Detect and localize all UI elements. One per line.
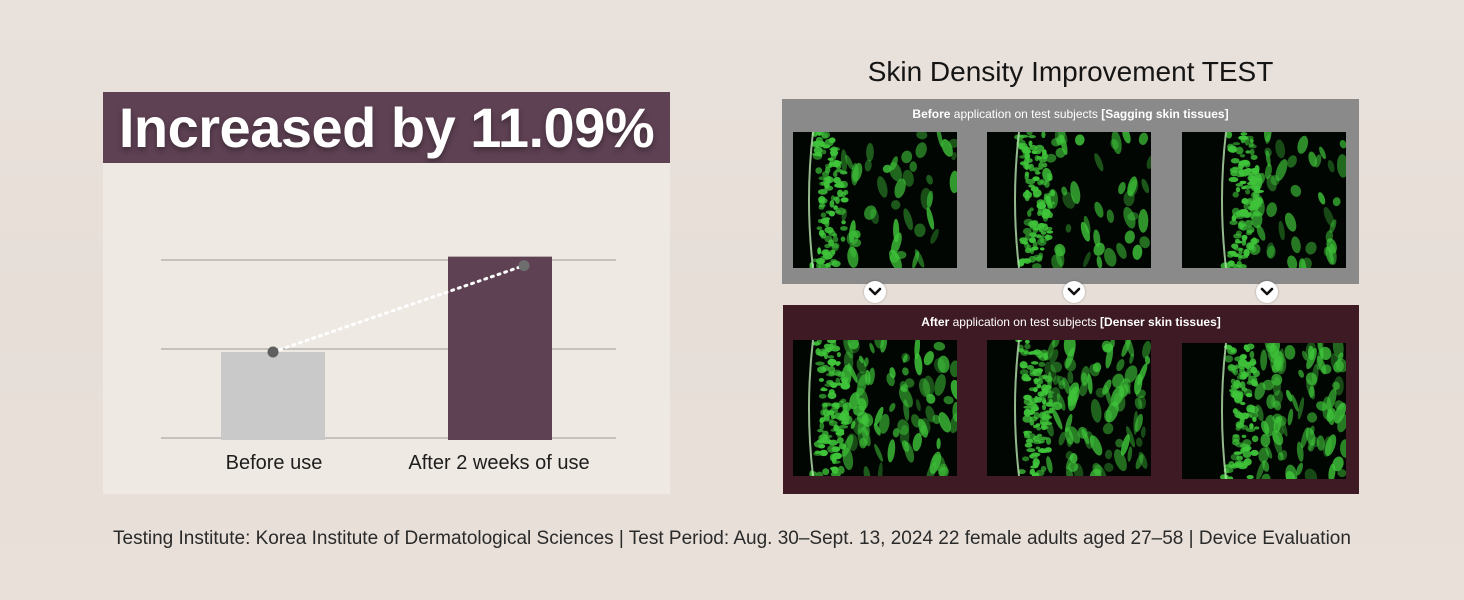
before-tissue-image-3 [1182, 132, 1346, 268]
headline-text: Increased by 11.09% [118, 96, 655, 159]
after-tissue-image-2 [987, 340, 1151, 476]
skin-tissue-scan-icon [987, 340, 1151, 476]
before-caption-lead: Before [912, 107, 951, 121]
footer-test-info: Testing Institute: Korea Institute of De… [113, 528, 1351, 549]
after-caption-bracket: [Denser skin tissues] [1100, 315, 1221, 329]
after-tissue-image-3 [1182, 343, 1346, 479]
category-label: Before use [225, 452, 323, 474]
chevron-down-icon [1063, 281, 1085, 303]
skin-tissue-scan-icon [987, 132, 1151, 268]
bar-chart-panel: Before use After 2 weeks of use [103, 163, 670, 494]
skin-tissue-scan-icon [793, 132, 957, 268]
after-caption: After application on test subjects [Dens… [783, 315, 1359, 329]
bar-before-use [221, 352, 325, 440]
skin-tissue-scan-icon [1182, 132, 1346, 268]
bar-chart [161, 256, 616, 440]
after-caption-lead: After [921, 315, 950, 329]
after-panel: After application on test subjects [Dens… [783, 305, 1359, 494]
bar-after-2-weeks [448, 256, 552, 440]
trend-line [271, 264, 526, 354]
trend-point [267, 346, 279, 358]
before-caption: Before application on test subjects [Sag… [782, 107, 1359, 121]
headline-banner: Increased by 11.09% [103, 92, 670, 163]
trend-point [518, 260, 530, 272]
test-title: Skin Density Improvement TEST [867, 56, 1274, 87]
before-panel: Before application on test subjects [Sag… [782, 99, 1359, 284]
before-caption-middle: application on test subjects [950, 107, 1102, 121]
skin-tissue-scan-icon [1182, 343, 1346, 479]
after-caption-middle: application on test subjects [949, 315, 1101, 329]
before-caption-bracket: [Sagging skin tissues] [1101, 107, 1229, 121]
chevron-down-icon [864, 281, 886, 303]
before-tissue-image-1 [793, 132, 957, 268]
category-label: After 2 weeks of use [408, 452, 590, 474]
chevron-down-icon [1256, 281, 1278, 303]
skin-tissue-scan-icon [793, 340, 957, 476]
after-tissue-image-1 [793, 340, 957, 476]
before-tissue-image-2 [987, 132, 1151, 268]
